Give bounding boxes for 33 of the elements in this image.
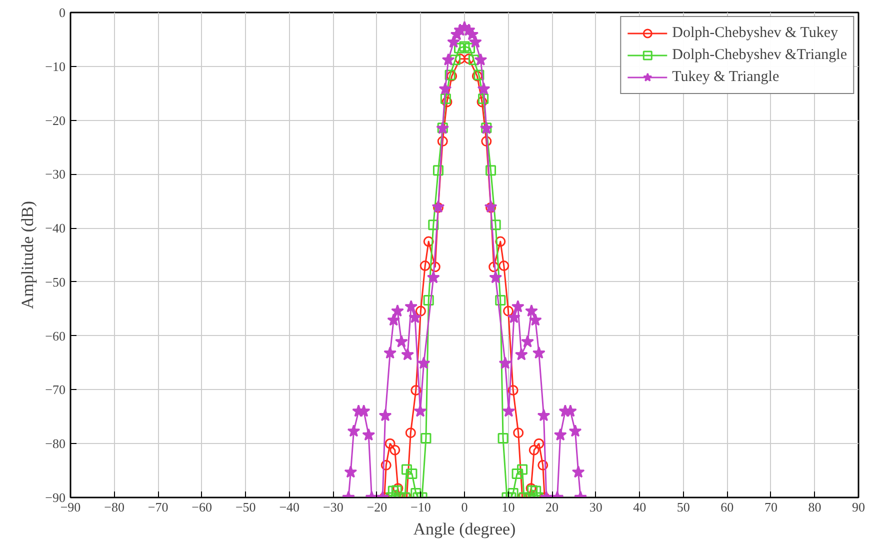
- x-tick-label: 10: [502, 500, 515, 514]
- x-tick-label: −10: [410, 500, 431, 514]
- legend-label: Dolph-Chebyshev &Triangle: [672, 46, 847, 64]
- x-tick-label: 0: [461, 500, 468, 514]
- x-tick-label: −30: [323, 500, 344, 514]
- x-tick-label: −40: [279, 500, 300, 514]
- x-axis-title: Angle (degree): [413, 520, 516, 538]
- x-tick-label: 70: [764, 500, 778, 514]
- legend-label: Dolph-Chebyshev & Tukey: [672, 24, 838, 42]
- x-tick-label: −70: [148, 500, 168, 514]
- y-axis-title: Amplitude (dB): [18, 200, 38, 310]
- x-tick-label: −20: [366, 500, 388, 514]
- y-tick-label: −80: [45, 436, 66, 452]
- x-tick-label: 50: [676, 500, 690, 514]
- x-tick-label: 60: [720, 500, 734, 514]
- x-tick-label: 80: [808, 500, 822, 514]
- x-tick-label: 20: [546, 500, 559, 514]
- y-tick-label: −90: [45, 490, 66, 505]
- x-tick-label: 90: [852, 500, 865, 514]
- y-tick-label: −40: [45, 220, 66, 236]
- y-tick-label: −30: [45, 166, 66, 182]
- y-tick-label: 0: [59, 5, 66, 20]
- x-tick-label: 30: [589, 500, 602, 514]
- y-tick-label: −60: [45, 328, 66, 344]
- y-tick-label: −50: [45, 274, 66, 290]
- x-tick-label: −60: [192, 500, 212, 514]
- x-tick-label: 40: [633, 500, 646, 514]
- x-tick-label: −80: [104, 500, 124, 514]
- y-tick-label: −20: [45, 112, 66, 128]
- y-tick-label: −70: [45, 382, 66, 398]
- x-tick-label: −50: [235, 500, 256, 514]
- y-tick-label: −10: [45, 58, 66, 74]
- legend-label: Tukey & Triangle: [672, 68, 780, 86]
